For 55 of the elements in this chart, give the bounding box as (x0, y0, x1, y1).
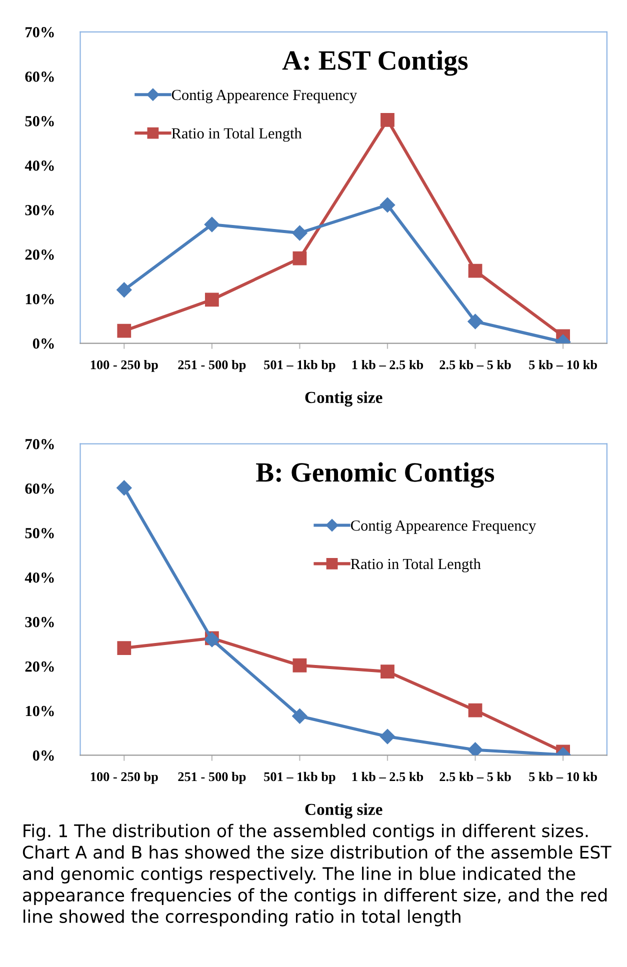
y-tick-label: 20% (25, 249, 54, 260)
x-tick-label: 501 – 1kb bp (264, 360, 336, 372)
point (117, 641, 132, 655)
point (204, 292, 219, 307)
legend-label: Ratio in Total Length (350, 558, 481, 572)
y-tick-label: 30% (25, 204, 54, 216)
point (292, 658, 307, 672)
text: B: Genomic Contigs (256, 462, 494, 488)
y-tick-label: 0% (32, 750, 54, 761)
y-tick-label: 50% (25, 116, 54, 126)
y-tick-label: 20% (25, 661, 54, 672)
y-tick-label: 40% (24, 160, 54, 171)
y-tick-label: 70% (26, 27, 54, 38)
x-tick-label: 2.5 kb – 5 kb (440, 360, 511, 370)
legend-label: Contig Appearence Frequency (350, 520, 536, 534)
y-tick-label: 10% (26, 294, 54, 304)
legend-label: Ratio in Total Length (172, 128, 302, 142)
point (292, 251, 307, 266)
text: A: EST Contigs (282, 50, 468, 76)
x-tick-label: 5 kb – 10 kb (529, 360, 597, 370)
y-tick-label: 60% (25, 483, 54, 494)
y-tick-label: 30% (25, 616, 54, 628)
point (292, 225, 308, 241)
x-tick-label: 501 – 1kb bp (264, 772, 336, 784)
y-tick-label: 0% (32, 338, 54, 349)
y-tick-label: 10% (26, 706, 54, 716)
x-tick-label: 1 kb – 2.5 kb (352, 772, 424, 782)
point (468, 703, 482, 718)
point (380, 728, 396, 744)
point (116, 480, 132, 496)
x-axis-title: Contig size (305, 803, 382, 819)
point (380, 197, 396, 213)
x-tick-label: 251 - 500 bp (178, 772, 246, 784)
y-tick-label: 60% (25, 72, 54, 82)
point (468, 264, 482, 278)
x-tick-label: 1 kb – 2.5 kb (352, 360, 424, 370)
y-tick-label: 50% (25, 528, 54, 538)
x-tick-label: 2.5 kb – 5 kb (440, 772, 511, 782)
point (380, 113, 394, 127)
x-tick-label: 251 - 500 bp (178, 360, 246, 372)
point (292, 708, 308, 724)
legend-label: Contig Appearence Frequency (172, 90, 358, 104)
caption: Fig. 1 The distribution of the assembled contigs in different sizes. Chart A and B has showed the size distribution of the assemble EST and genomic contigs respectively. The line in blue indicated the appearance frequencies of the contigs in different size, and the red line showed the corresponding ratio in total length (22, 824, 612, 926)
x-tick-label: 100 - 250 bp (90, 360, 158, 372)
y-tick-label: 40% (24, 572, 54, 583)
x-axis-title: Contig size (305, 391, 382, 407)
point (468, 314, 483, 330)
point (204, 216, 220, 232)
x-tick-label: 5 kb – 10 kb (529, 772, 597, 782)
point (468, 742, 483, 756)
y-tick-label: 70% (26, 438, 54, 450)
point (116, 282, 132, 298)
x-tick-label: 100 - 250 bp (90, 772, 158, 784)
point (380, 664, 394, 679)
point (117, 324, 132, 338)
